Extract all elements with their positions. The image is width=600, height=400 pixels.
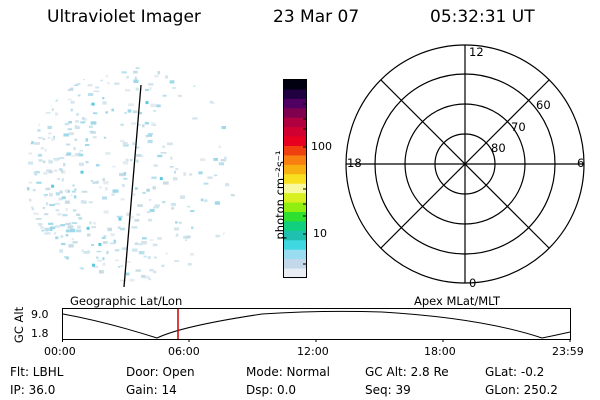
info-glon: GLon: 250.2 <box>485 383 558 397</box>
altitude-ytick-high: 9.0 <box>31 308 49 321</box>
colorbar <box>283 79 307 279</box>
colorbar-band <box>284 249 307 260</box>
terminator-line <box>123 84 142 288</box>
apex-label: Apex MLat/MLT <box>414 294 501 308</box>
time-tick-2359: 23:59 <box>552 345 584 358</box>
altitude-timeline-plot <box>62 308 571 342</box>
mlt-label-18: 18 <box>347 156 362 170</box>
altitude-ytick-low: 1.8 <box>31 327 49 340</box>
info-gc-alt: GC Alt: 2.8 Re <box>365 365 449 379</box>
info-mode: Mode: Normal <box>246 365 330 379</box>
altitude-curve <box>62 310 571 339</box>
mlat-label-70: 70 <box>511 120 526 134</box>
colorbar-band <box>284 127 307 138</box>
colorbar-band <box>284 89 307 100</box>
uv-image-panel <box>26 67 239 288</box>
time-tick-0000: 00:00 <box>44 345 76 358</box>
info-dsp: Dsp: 0.0 <box>246 383 297 397</box>
colorbar-band <box>284 146 307 156</box>
info-seq: Seq: 39 <box>365 383 411 397</box>
colorbar-band <box>284 259 307 270</box>
meridian-diag-2 <box>380 79 550 249</box>
info-filter: Flt: LBHL <box>10 365 64 379</box>
colorbar-band <box>284 212 307 222</box>
info-door: Door: Open <box>126 365 195 379</box>
colorbar-band <box>284 268 307 279</box>
colorbar-band <box>284 193 307 204</box>
colorbar-band <box>284 164 307 175</box>
colorbar-band <box>284 221 307 232</box>
mlat-label-80: 80 <box>491 141 506 155</box>
mlt-label-12: 12 <box>469 45 484 59</box>
colorbar-tick-100: 100 <box>311 140 332 153</box>
colorbar-band <box>284 202 307 213</box>
colorbar-band <box>284 108 307 119</box>
colorbar-band <box>284 98 307 109</box>
colorbar-band <box>284 230 307 241</box>
geographic-label: Geographic Lat/Lon <box>70 294 183 308</box>
time-tick-1200: 12:00 <box>297 345 329 358</box>
colorbar-band <box>284 80 307 90</box>
time-tick-1800: 18:00 <box>424 345 456 358</box>
altitude-ylabel: GC Alt <box>12 306 26 344</box>
colorbar-band <box>284 183 307 194</box>
colorbar-band <box>284 240 307 251</box>
auroral-emission-speckle <box>26 67 239 283</box>
date-readout: 23 Mar 07 <box>273 7 360 27</box>
colorbar-unit-label: photon cm⁻²s⁻¹ <box>273 150 287 240</box>
info-glat: GLat: -0.2 <box>485 365 545 379</box>
colorbar-band <box>284 155 307 166</box>
colorbar-band <box>284 117 307 128</box>
info-gain: Gain: 14 <box>126 383 177 397</box>
polar-mlat-mlt-plot <box>345 44 585 284</box>
app-title: Ultraviolet Imager <box>47 7 201 27</box>
colorbar-band <box>284 174 307 185</box>
mlt-label-6: 6 <box>577 156 585 170</box>
info-ip: IP: 36.0 <box>10 383 56 397</box>
colorbar-tick-10: 10 <box>313 227 327 240</box>
time-readout: 05:32:31 UT <box>430 7 535 27</box>
colorbar-band <box>284 136 307 147</box>
mlt-label-0: 0 <box>469 276 477 290</box>
time-tick-0600: 06:00 <box>168 345 200 358</box>
mlat-label-60: 60 <box>536 98 551 112</box>
